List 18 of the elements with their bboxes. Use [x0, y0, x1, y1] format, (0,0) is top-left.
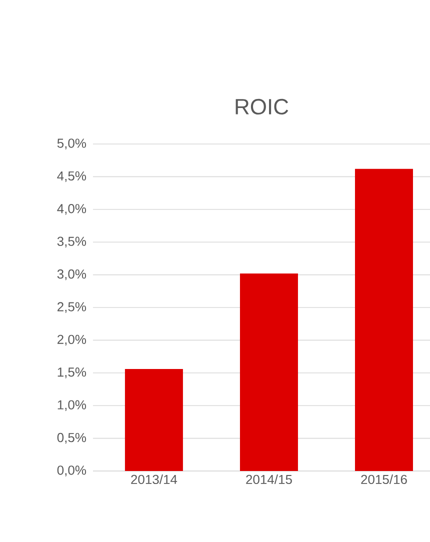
- bar: [240, 273, 298, 471]
- x-tick-label: 2015/16: [360, 474, 407, 484]
- x-tick-label: 2013/14: [130, 474, 177, 484]
- y-tick-label: 5,0%: [57, 138, 86, 150]
- x-tick-label: 2014/15: [246, 474, 292, 484]
- y-tick-label: 0,0%: [57, 466, 86, 476]
- y-tick-label: 0,5%: [57, 432, 86, 444]
- y-tick-label: 2,5%: [57, 302, 86, 313]
- y-tick-label: 1,5%: [58, 368, 86, 378]
- chart-title: ROIC: [236, 98, 288, 115]
- y-tick-label: 4,5%: [56, 171, 86, 182]
- y-tick-label: 1,0%: [58, 400, 86, 411]
- y-tick-label: 3,0%: [57, 269, 86, 280]
- bar: [354, 168, 413, 471]
- bar: [124, 368, 183, 471]
- y-tick-label: 3,5%: [57, 236, 86, 248]
- y-tick-label: 2,0%: [57, 334, 86, 346]
- y-tick-label: 4,0%: [56, 204, 86, 215]
